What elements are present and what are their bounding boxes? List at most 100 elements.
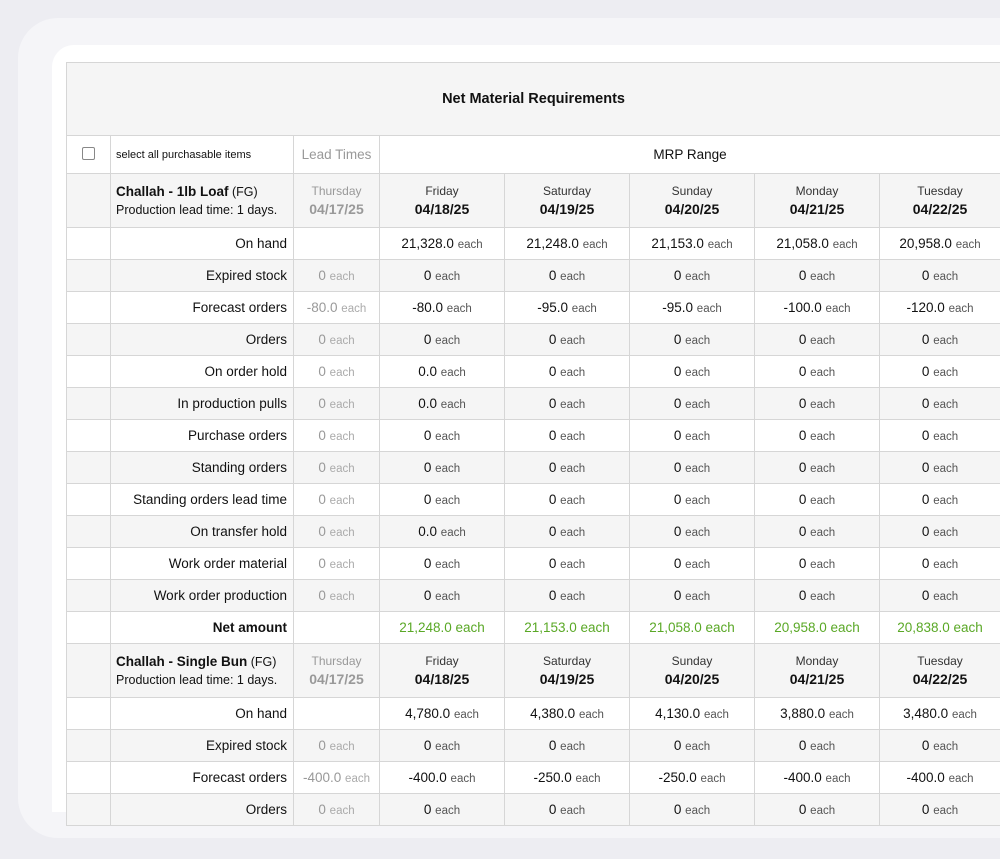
unit-label: each (435, 495, 461, 507)
quantity-value: 0.0 (418, 524, 438, 539)
unit-label: each (810, 495, 836, 507)
lead-times-header: Lead Times (293, 135, 380, 174)
day-value: 0 each (754, 419, 880, 452)
quantity-value: 0 (673, 460, 682, 475)
day-value: 0 each (629, 451, 755, 484)
unit-label: each (560, 271, 586, 283)
unit-label: each (933, 591, 959, 603)
row-checkbox-cell (66, 355, 111, 388)
unit-label: each (457, 239, 483, 251)
lead-value (293, 611, 380, 644)
day-value: 0 each (878, 387, 1000, 420)
quantity-value: 0 (423, 492, 432, 507)
net-value: 21,248.0 each (379, 611, 505, 644)
mrp-table-container[interactable]: Net Material Requirements select all pur… (65, 62, 1000, 826)
unit-label: each (685, 591, 711, 603)
select-all-checkbox[interactable] (82, 146, 95, 160)
day-value: 0 each (629, 515, 755, 548)
quantity-value: 0 (423, 428, 432, 443)
lead-value: -80.0 each (293, 291, 380, 324)
quantity-value: -100.0 (783, 300, 822, 315)
row-label: Purchase orders (110, 419, 294, 452)
quantity-value: 0 (318, 802, 326, 817)
unit-label: each (560, 367, 586, 379)
quantity-value: 0.0 (418, 396, 438, 411)
row-label: In production pulls (110, 387, 294, 420)
quantity-value: 0 (798, 396, 807, 411)
quantity-value: 4,780.0 (405, 706, 451, 721)
date-value: 04/19/25 (539, 201, 595, 217)
day-value: 0 each (629, 547, 755, 580)
quantity-value: 0 (423, 460, 432, 475)
table-row: Standing orders lead time 0 each 0 each 0 e… (66, 483, 1000, 516)
quantity-value: 0 (921, 396, 930, 411)
quantity-value: 0 (673, 588, 682, 603)
day-value: 0 each (379, 419, 505, 452)
quantity-value: 0 (318, 428, 326, 443)
quantity-value: 0 (798, 524, 807, 539)
unit-label: each (685, 527, 711, 539)
unit-label: each (571, 303, 597, 315)
day-value: 4,780.0 each (379, 697, 505, 730)
day-value: -80.0 each (379, 291, 505, 324)
row-label: Net amount (110, 611, 294, 644)
unit-label: each (435, 271, 461, 283)
row-label: Orders (110, 323, 294, 356)
table-row: Standing orders 0 each 0 each 0 each 0 each 0… (66, 451, 1000, 484)
item-name: Challah - Single Bun (116, 654, 248, 669)
table-row: Orders 0 each 0 each 0 each 0 each 0 each 0 ea… (66, 793, 1000, 826)
unit-label: each (933, 367, 959, 379)
day-value: -95.0 each (629, 291, 755, 324)
day-value: 0 each (379, 483, 505, 516)
unit-label: each (685, 399, 711, 411)
unit-label: each (560, 463, 586, 475)
date-header: Thursday 04/17/25 (293, 173, 380, 228)
quantity-value: -95.0 (537, 300, 569, 315)
quantity-value: 3,880.0 (780, 706, 826, 721)
day-value: 0.0 each (379, 515, 505, 548)
quantity-value: -80.0 (306, 300, 338, 315)
row-checkbox-cell (66, 793, 111, 826)
row-checkbox-cell (66, 323, 111, 356)
select-all-cell[interactable] (66, 135, 111, 174)
unit-label: each (810, 527, 836, 539)
item-lead-time: Production lead time: 1 days. (116, 203, 278, 217)
row-checkbox-cell (66, 611, 111, 644)
unit-label: each (329, 805, 355, 817)
day-value: 0 each (504, 387, 630, 420)
unit-label: each (685, 805, 711, 817)
select-all-label: select all purchasable items (110, 135, 294, 174)
day-value: 0 each (878, 729, 1000, 762)
quantity-value: 0 (798, 460, 807, 475)
quantity-value: 0 (548, 396, 557, 411)
unit-label: each (948, 303, 974, 315)
day-value: 0 each (754, 323, 880, 356)
day-value: 0 each (629, 483, 755, 516)
date-value: 04/18/25 (414, 671, 470, 687)
date-header: Tuesday 04/22/25 (878, 643, 1000, 698)
date-header: Friday 04/18/25 (379, 173, 505, 228)
unit-label: each (825, 303, 851, 315)
day-value: 0 each (878, 355, 1000, 388)
item-lead-time: Production lead time: 1 days. (116, 673, 278, 687)
unit-label: each (440, 399, 466, 411)
day-value: 0 each (504, 483, 630, 516)
day-value: 0 each (878, 451, 1000, 484)
quantity-value: 0 (921, 428, 930, 443)
day-name: Friday (425, 654, 459, 668)
unit-label: each (933, 335, 959, 347)
quantity-value: 3,480.0 (903, 706, 949, 721)
day-value: 0 each (878, 259, 1000, 292)
row-label: Work order production (110, 579, 294, 612)
row-label: Work order material (110, 547, 294, 580)
lead-value: 0 each (293, 547, 380, 580)
item-type: (FG) (232, 185, 258, 199)
quantity-value: 0 (921, 460, 930, 475)
row-label: Forecast orders (110, 761, 294, 794)
unit-label: each (685, 559, 711, 571)
day-name: Monday (795, 184, 839, 198)
unit-label: each (810, 399, 836, 411)
unit-label: each (948, 773, 974, 785)
unit-label: each (329, 741, 355, 753)
lead-value: 0 each (293, 355, 380, 388)
